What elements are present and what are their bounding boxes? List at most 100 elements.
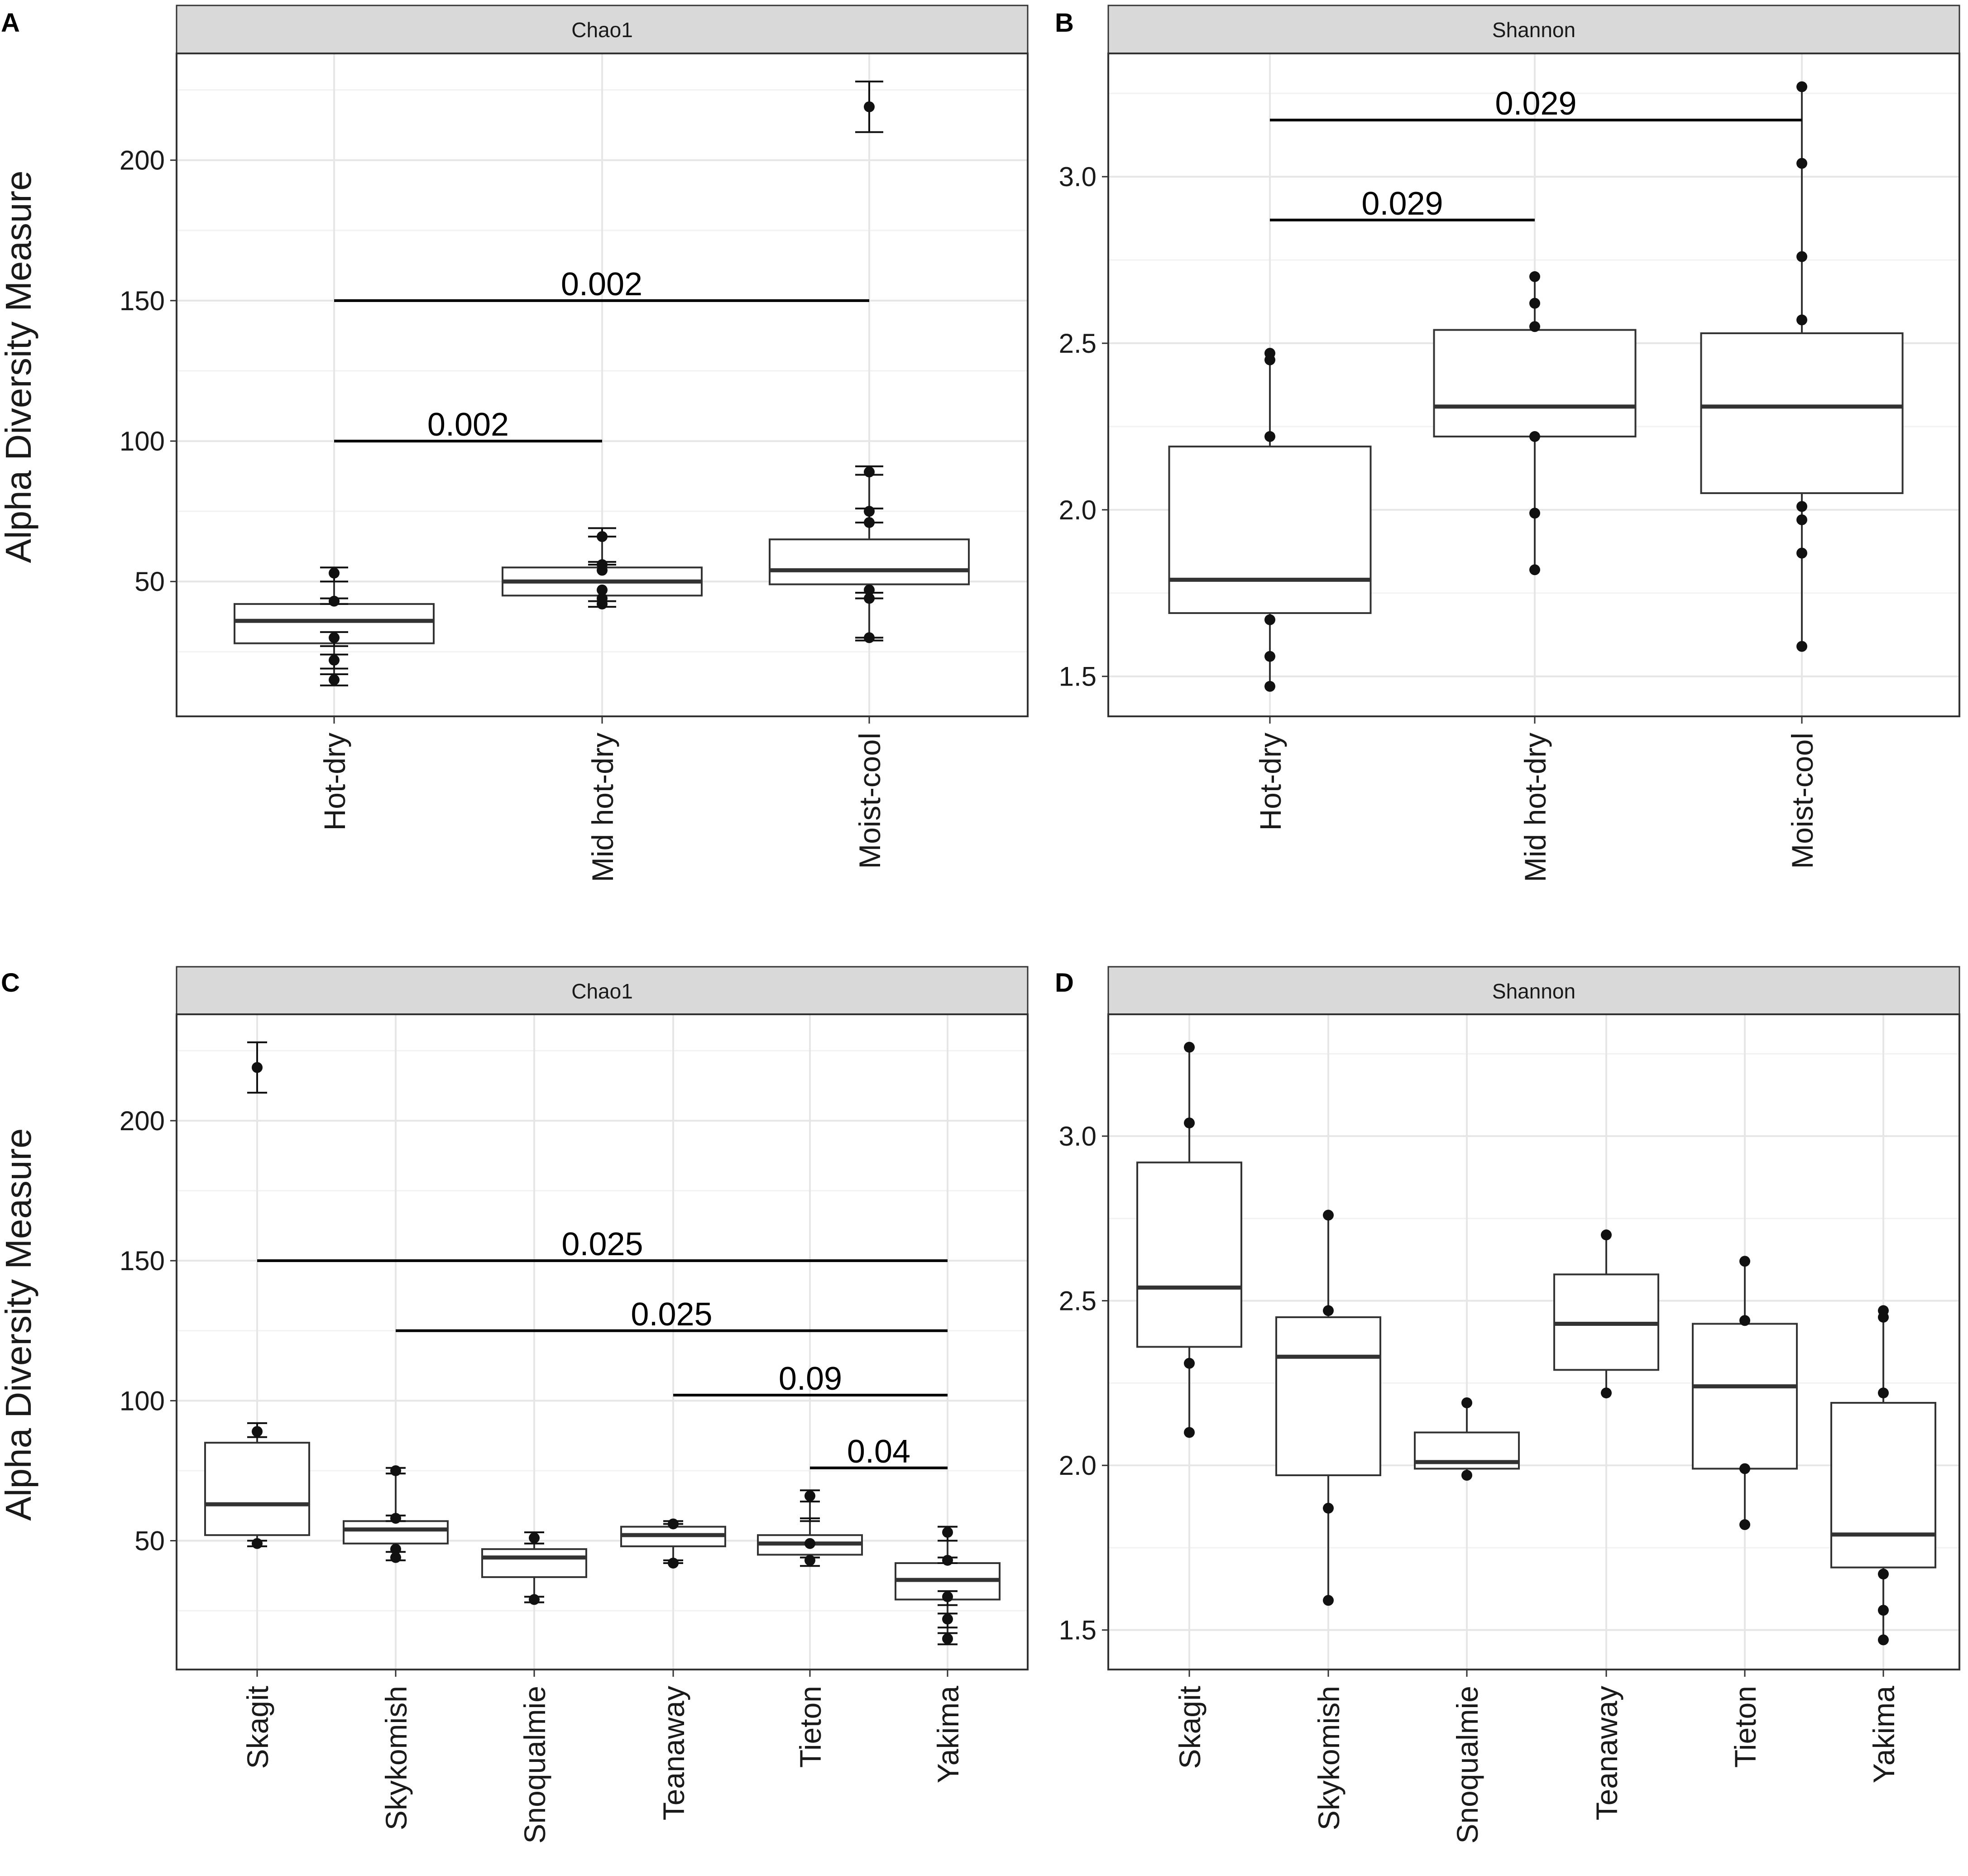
panel-c-letter: C [1,968,20,998]
panel-a-x-tick-label: Moist-cool [853,733,886,869]
panel-b-data-point [1529,297,1540,309]
panel-c-data-point [529,1594,540,1605]
panel-b-data-point [1796,158,1807,169]
panel-b-data-point [1529,564,1540,576]
panel-d-x-tick-label: Yakima [1867,1686,1901,1783]
panel-a-data-point [329,654,340,666]
panel-d-data-point [1878,1569,1889,1580]
panel-c-data-point [804,1555,815,1566]
panel-b-y-tick-label: 2.0 [1059,495,1097,525]
panel-c-data-point [942,1613,953,1625]
panel-c-panel-border [176,1013,1029,1670]
panel-b-data-point [1796,501,1807,512]
panel-c-y-tick-label: 200 [120,1106,165,1136]
panel-d-data-point [1878,1305,1889,1316]
panel-b-x-tick-label: Hot-dry [1254,733,1287,830]
panel-c-y-tick-label: 150 [120,1246,165,1276]
panel-a-y-tick-label: 200 [120,145,165,176]
panel-d-data-point [1461,1469,1472,1481]
panel-b-box [1700,332,1904,494]
panel-d-y-tick-label: 1.5 [1059,1615,1097,1646]
panel-a-data-point [864,593,875,604]
panel-c-strip-title: Chao1 [571,979,633,1003]
panel-b-data-point [1796,641,1807,652]
panel-b-strip [1107,5,1960,54]
panel-a-strip [176,5,1029,54]
panel-c-p-value-label: 0.04 [847,1434,910,1470]
panel-d-x-tick-label: Skykomish [1312,1686,1346,1830]
panel-c-p-value-label: 0.09 [779,1361,842,1397]
panel-b: B Shannon 1.5 2.0 2.5 3.0 0.029 0.029 Hot-dry M… [1055,5,1960,882]
panel-d-box [1692,1323,1798,1470]
panel-d-x-tick-label: Tieton [1729,1686,1762,1768]
panel-b-data-point [1264,651,1275,662]
panel-d-data-point [1323,1502,1334,1514]
panel-a-data-point [597,584,608,595]
panel-d-panel-border [1107,1013,1960,1670]
panel-d-data-point [1601,1229,1612,1241]
panel-a-data-point [864,632,875,643]
panel-b-letter: B [1055,8,1074,38]
panel-d-data-point [1323,1209,1334,1221]
panel-d-data-point [1601,1387,1612,1399]
panel-d-data-point [1461,1397,1472,1409]
panel-b-data-point [1529,321,1540,332]
panel-c-box [204,1442,310,1536]
panel-c-p-value-label: 0.025 [631,1296,712,1333]
panel-b-p-value-label: 0.029 [1361,186,1443,222]
panel-c-x-tick-label: Tieton [794,1686,827,1768]
panel-a-data-point [329,632,340,643]
panel-a-data-point [864,517,875,528]
panel-c-plot-background [177,1014,1028,1670]
panel-d-box [1275,1316,1381,1476]
panel-c-data-point [529,1532,540,1544]
panel-a-p-value-label: 0.002 [561,266,642,302]
panel-c-data-point [668,1558,679,1569]
panel-c-x-tick-label: Skagit [241,1686,274,1769]
panel-d-strip [1107,966,1960,1015]
panel-d-data-point [1184,1117,1195,1128]
panel-b-data-point [1796,514,1807,525]
panel-d-data-point [1184,1041,1195,1053]
y-axis-title-top: Alpha Diversity Measure [0,171,38,563]
panel-d-data-point [1184,1427,1195,1438]
panel-d-data-point [1323,1305,1334,1316]
panel-a-strip-title: Chao1 [571,18,633,42]
panel-d-x-tick-label: Skagit [1173,1686,1207,1769]
panel-c-p-value-label: 0.025 [561,1226,643,1262]
panel-d-x-tick-label: Snoqualmie [1451,1686,1484,1844]
panel-b-strip-title: Shannon [1492,18,1575,42]
panel-c-box [343,1520,449,1545]
panel-a-data-point [597,559,608,571]
panel-b-x-tick-label: Mid hot-dry [1518,733,1552,882]
panel-d-box [1136,1161,1242,1348]
panel-d-data-point [1184,1358,1195,1369]
panel-d-y-tick-label: 3.0 [1059,1121,1097,1152]
panel-a-data-point [329,674,340,686]
panel-c-data-point [252,1062,263,1073]
panel-c-box [481,1548,587,1578]
panel-a: A Chao1 50 100 150 200 0.002 0.002 Hot-dry Mid … [1,5,1029,882]
panel-c-data-point [942,1633,953,1644]
panel-b-y-tick-label: 2.5 [1059,328,1097,359]
panel-a-y-tick-label: 150 [120,286,165,316]
panel-c-x-tick-label: Teanaway [657,1686,690,1820]
panel-b-data-point [1264,348,1275,359]
panel-a-y-tick-label: 50 [134,566,165,597]
panel-a-data-point [864,101,875,112]
panel-d-data-point [1878,1387,1889,1399]
panel-c-data-point [252,1538,263,1549]
panel-c: C Chao1 50 100 150 200 0.025 0.025 0.09 0.04 Ska… [1,966,1029,1844]
panel-a-data-point [864,584,875,595]
panel-b-y-tick-label: 1.5 [1059,662,1097,692]
panel-c-x-tick-label: Snoqualmie [518,1686,551,1844]
panel-b-data-point [1264,431,1275,442]
panel-c-data-point [252,1426,263,1437]
panel-b-panel-border [1107,53,1960,717]
panel-a-p-value-label: 0.002 [427,407,509,443]
panel-b-box [1433,329,1637,438]
panel-c-data-point [804,1538,815,1549]
panel-a-y-tick-label: 100 [120,426,165,456]
panel-b-data-point [1796,547,1807,559]
